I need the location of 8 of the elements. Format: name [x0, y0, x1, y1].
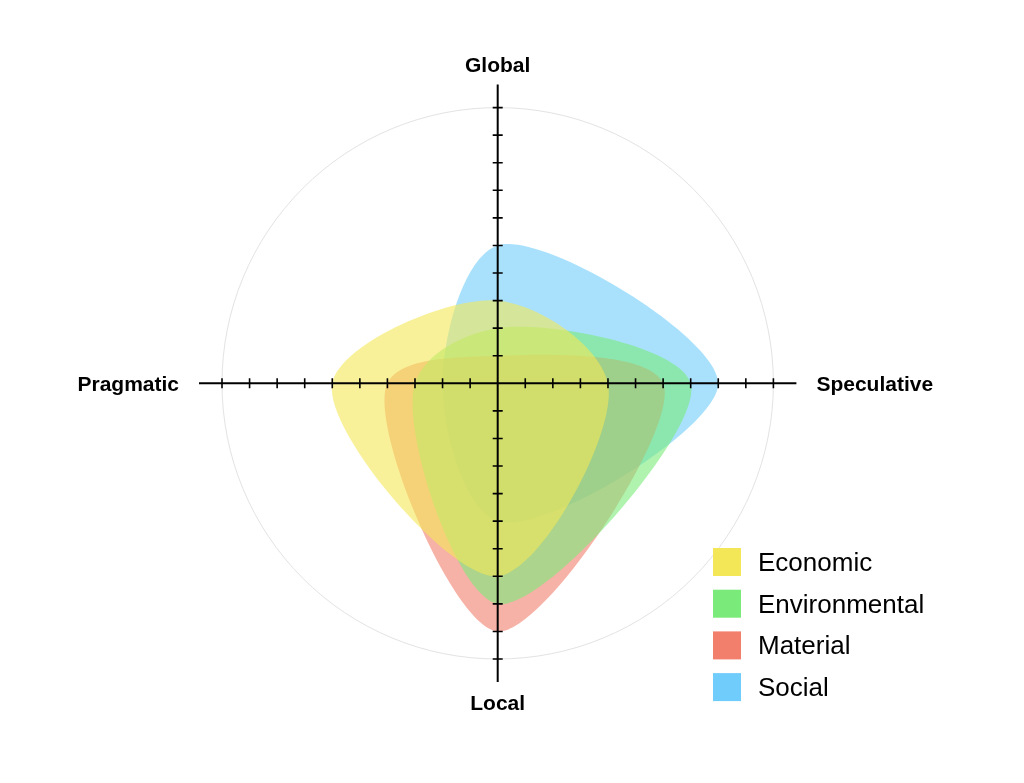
legend-label: Social: [758, 672, 829, 703]
spoke-label: Local: [470, 690, 526, 714]
spoke-label: Global: [465, 53, 531, 77]
legend-label: Economic: [758, 547, 873, 577]
legend-label: Environmental: [758, 588, 925, 619]
spoke-label: Speculative: [816, 371, 934, 395]
spoke-label: Pragmatic: [77, 371, 180, 395]
legend-label: Material: [758, 630, 851, 661]
